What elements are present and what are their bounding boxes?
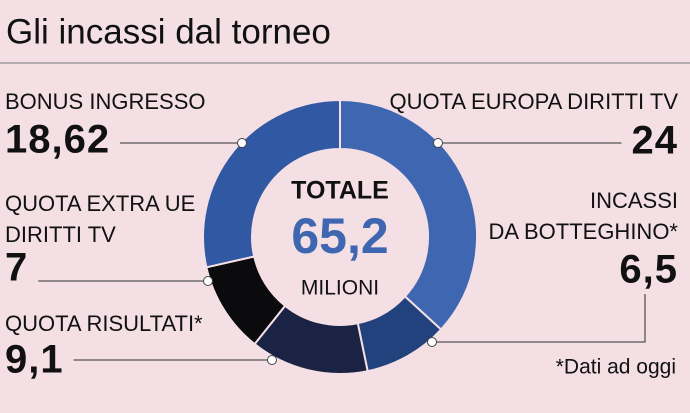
leader-dot [267,355,277,365]
segment-value: 24 [632,119,679,163]
donut-segment [339,98,478,331]
leader-dot [427,337,437,347]
donut-segment [202,98,341,269]
segment-value: 9,1 [5,338,64,382]
unit: MILIONI [301,277,379,300]
segment-value: 18,62 [5,118,110,162]
center-title: TOTALE [291,177,389,205]
leader-dot [433,138,443,148]
segment-label: BONUS INGRESSO [5,89,205,114]
segment-value: 6,5 [619,248,678,292]
total: 65,2 [291,208,388,264]
note: *Dati ad oggi [556,356,676,379]
segment-label: QUOTA EXTRA UE DIRITTI TV [5,191,195,247]
leader-dot [203,276,213,286]
title: Gli incassi dal torneo [6,12,331,51]
segment-label: QUOTA EUROPA DIRITTI TV [390,89,679,114]
segment-label: INCASSI DA BOTTEGHINO* [489,188,679,244]
leader-dot [237,138,247,148]
segment-value: 7 [5,246,28,290]
segment-label: QUOTA RISULTATI* [5,311,203,336]
leader-line [432,294,646,343]
